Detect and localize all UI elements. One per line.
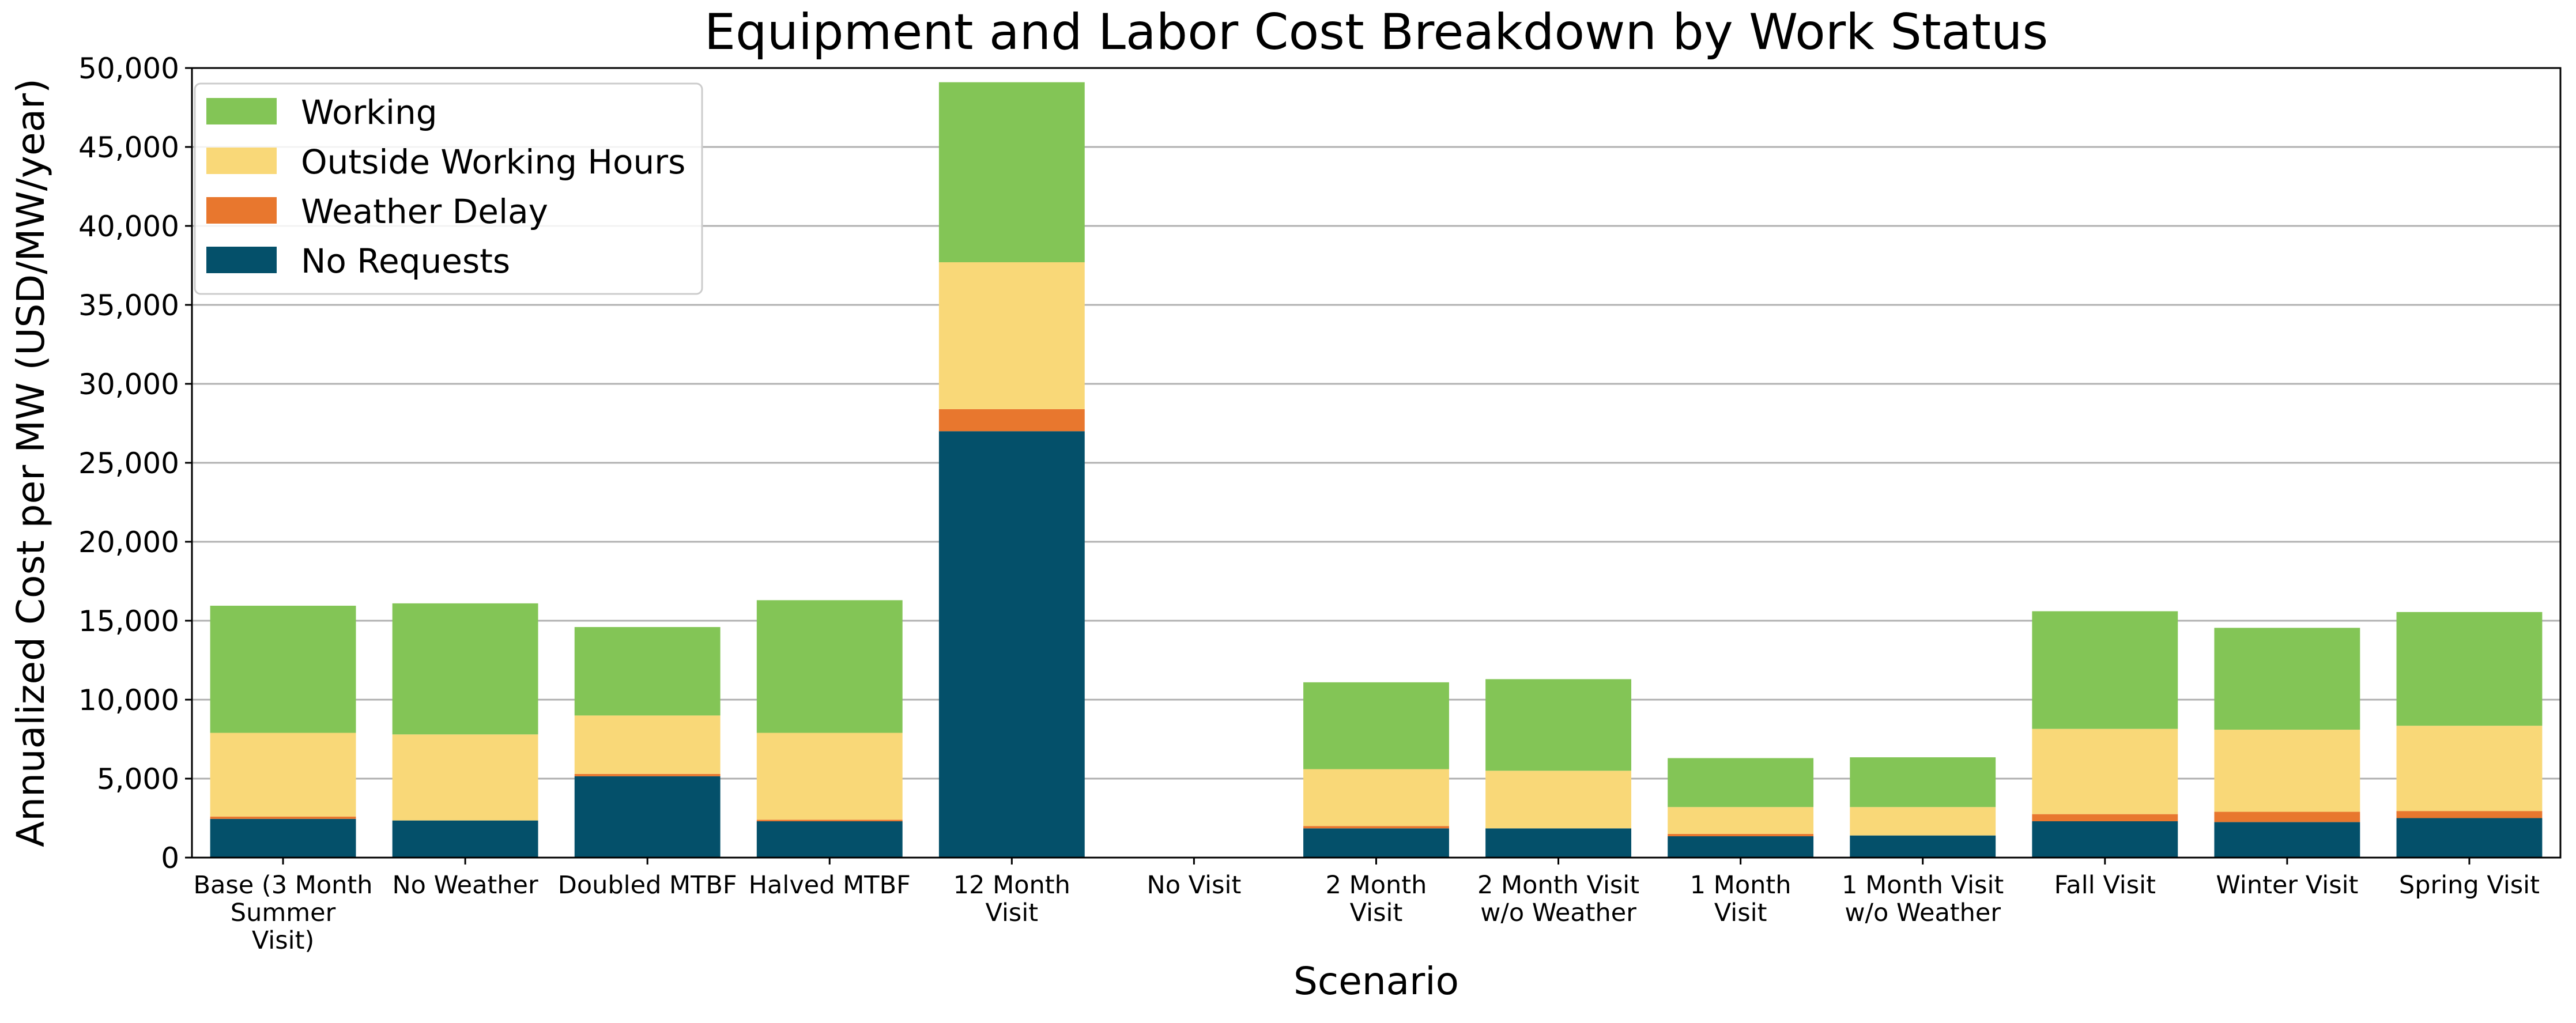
bar-segment-no-requests (2214, 822, 2360, 858)
x-tick-label: Halved MTBF (749, 871, 911, 900)
bar-segment-working (574, 626, 721, 716)
y-tick-label: 10,000 (78, 684, 179, 717)
bar-segment-weather-delay (938, 409, 1085, 432)
y-tick-label: 15,000 (78, 605, 179, 638)
bar-segment-outside-working-hours (2396, 726, 2543, 811)
bar-segment-weather-delay (2396, 811, 2543, 818)
legend-label: Outside Working Hours (301, 142, 685, 182)
y-tick-label: 35,000 (78, 289, 179, 322)
bar-segment-working (1303, 682, 1449, 769)
bar-segment-no-requests (392, 820, 538, 858)
x-tick-label: 1 Month Visit w/o Weather (1842, 871, 2004, 927)
bar-segment-working (1485, 679, 1632, 771)
bar-segment-weather-delay (574, 773, 721, 776)
bar-segment-no-requests (756, 821, 903, 858)
x-tick-label: Winter Visit (2216, 871, 2358, 900)
legend-label: Weather Delay (301, 192, 548, 231)
x-tick-label: 2 Month Visit w/o Weather (1477, 871, 1639, 927)
y-tick-label: 0 (161, 841, 179, 875)
x-axis-ticks: Base (3 Month Summer Visit) No Weather Doubl… (194, 858, 2540, 955)
legend-label: Working (301, 93, 437, 132)
y-tick-label: 40,000 (78, 210, 179, 243)
bar-segment-outside-working-hours (756, 733, 903, 820)
bars (210, 82, 2543, 858)
x-tick-label: Base (3 Month Summer Visit) (194, 871, 373, 955)
bar-segment-no-requests (1303, 828, 1449, 858)
bar-segment-outside-working-hours (1850, 807, 1996, 836)
x-tick-label: Fall Visit (2054, 871, 2156, 900)
bar-segment-outside-working-hours (392, 734, 538, 821)
bar-segment-outside-working-hours (574, 715, 721, 774)
bar-segment-outside-working-hours (1485, 771, 1632, 829)
y-axis-ticks: 0 5,000 10,000 15,000 20,000 25,000 30,000 35,0… (78, 52, 192, 875)
bar-segment-working (2396, 611, 2543, 726)
x-tick-label: No Visit (1147, 871, 1242, 900)
y-tick-label: 50,000 (78, 52, 179, 85)
bar-segment-no-requests (574, 776, 721, 858)
y-axis-label: Annualized Cost per MW (USD/MW/year) (9, 78, 53, 847)
legend-label: No Requests (301, 241, 510, 281)
x-tick-label: Spring Visit (2399, 871, 2540, 900)
legend: Working Outside Working Hours Weather Dela… (194, 82, 703, 295)
bar-segment-no-requests (938, 431, 1085, 858)
bar-segment-no-requests (210, 818, 356, 858)
bar-segment-weather-delay (210, 816, 356, 819)
bar-segment-weather-delay (756, 820, 903, 821)
y-tick-label: 5,000 (97, 762, 179, 796)
y-tick-label: 20,000 (78, 526, 179, 559)
y-tick-label: 25,000 (78, 447, 179, 480)
bar-segment-no-requests (2396, 818, 2543, 858)
legend-box (194, 82, 703, 295)
bar-segment-outside-working-hours (938, 262, 1085, 409)
bar-segment-working (1850, 757, 1996, 807)
bar-segment-working (1668, 758, 1814, 807)
bar-segment-no-requests (1485, 828, 1632, 858)
x-tick-label: Doubled MTBF (558, 871, 737, 900)
bar-segment-no-requests (2032, 821, 2178, 858)
legend-swatch (206, 197, 277, 224)
bar-segment-no-requests (1668, 836, 1814, 858)
bar-segment-weather-delay (2214, 811, 2360, 822)
legend-swatch (206, 148, 277, 174)
x-tick-label: 2 Month Visit (1326, 871, 1427, 927)
bar-segment-weather-delay (1303, 826, 1449, 829)
bar-segment-outside-working-hours (1303, 769, 1449, 826)
bar-segment-weather-delay (2032, 814, 2178, 821)
bar-segment-outside-working-hours (2214, 730, 2360, 812)
bar-segment-outside-working-hours (2032, 728, 2178, 814)
bar-segment-working (756, 600, 903, 733)
bar-segment-working (938, 82, 1085, 263)
chart-title: Equipment and Labor Cost Breakdown by Wo… (704, 3, 2049, 61)
y-tick-label: 30,000 (78, 368, 179, 401)
bar-segment-outside-working-hours (210, 733, 356, 817)
y-tick-label: 45,000 (78, 131, 179, 164)
bar-segment-working (2214, 628, 2360, 730)
bar-segment-no-requests (1850, 835, 1996, 858)
x-tick-label: 1 Month Visit (1690, 871, 1791, 927)
bar-segment-weather-delay (1668, 833, 1814, 837)
legend-swatch (206, 247, 277, 273)
bar-segment-working (392, 603, 538, 735)
x-tick-label: No Weather (393, 871, 539, 900)
bar-segment-outside-working-hours (1668, 807, 1814, 834)
legend-swatch (206, 98, 277, 124)
bar-segment-working (210, 605, 356, 733)
bar-segment-working (2032, 611, 2178, 729)
x-axis-label: Scenario (1293, 959, 1459, 1003)
x-tick-label: 12 Month Visit (953, 871, 1070, 927)
